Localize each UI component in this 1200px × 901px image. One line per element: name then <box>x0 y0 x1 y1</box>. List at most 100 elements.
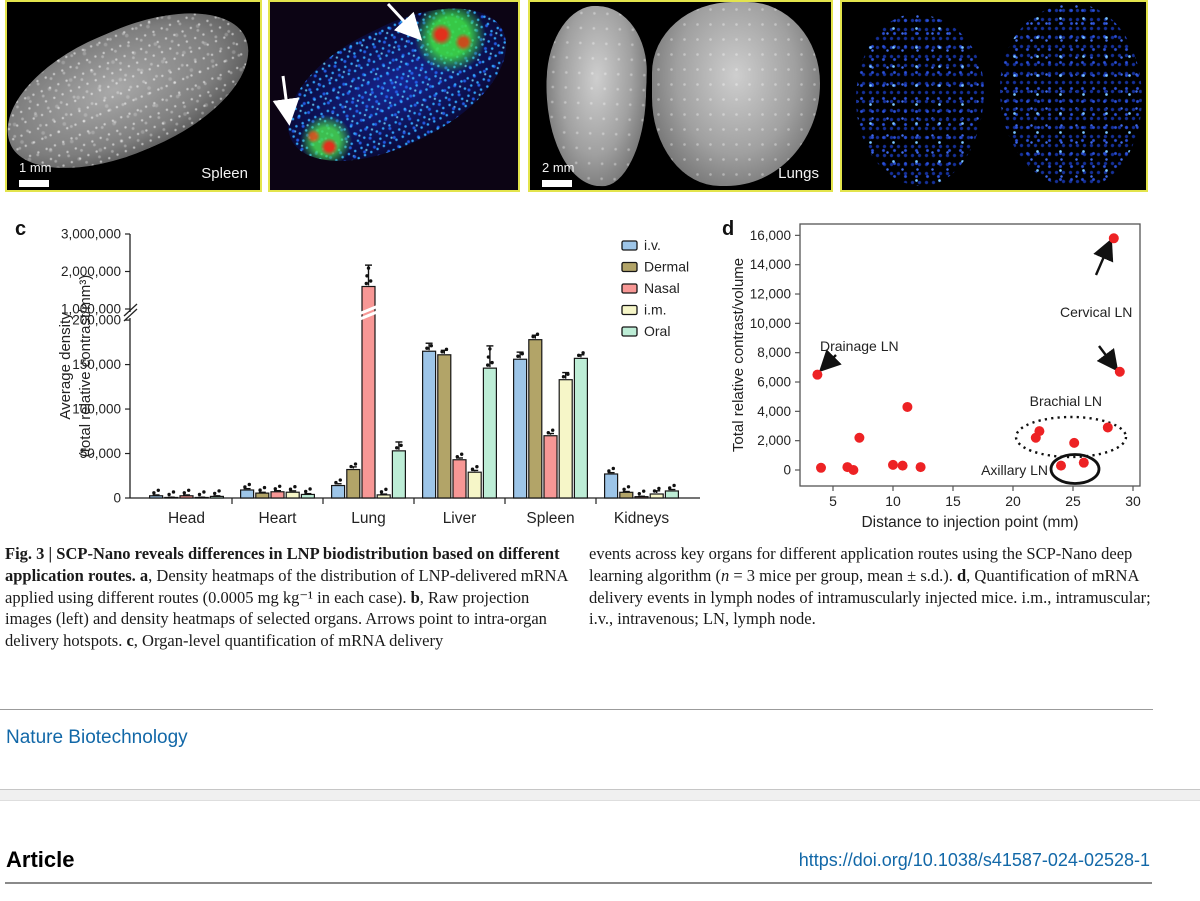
y-tick-label: 14,000 <box>750 257 791 272</box>
x-tick-label: 10 <box>885 493 901 509</box>
bar-Head-i.v. <box>149 495 164 499</box>
scatter-point <box>848 465 859 475</box>
bar-Spleen-Nasal <box>543 435 558 499</box>
x-tick-label: 30 <box>1125 493 1141 509</box>
legend-swatch-i.v. <box>621 240 638 251</box>
caption-left-column: Fig. 3 | SCP-Nano reveals differences in… <box>5 543 571 652</box>
journal-link[interactable]: Nature Biotechnology <box>6 727 188 748</box>
scatter-point <box>902 401 913 412</box>
doi-link[interactable]: https://doi.org/10.1038/s41587-024-02528… <box>798 850 1150 870</box>
x-tick-label: 20 <box>1005 493 1021 509</box>
caption-segment: , Density heatmaps of the distribution o… <box>5 565 568 607</box>
y-axis-title: (total relative contrast/mm³) <box>77 275 94 458</box>
panel-spleen-raw: 1 mm Spleen <box>5 0 262 192</box>
scale-bar <box>542 180 572 187</box>
bar-Liver-i.v. <box>422 350 437 499</box>
y-tick-label: 100,000 <box>72 402 121 417</box>
scatter-point <box>1108 233 1119 244</box>
spleen-panel-label: Spleen <box>201 165 248 182</box>
y-axis-title: Average density <box>57 312 74 420</box>
footer-divider <box>0 709 1153 710</box>
scatter-point <box>1102 422 1113 433</box>
legend-swatch-Oral <box>621 326 638 337</box>
ellipse-brachial-ln <box>1014 415 1128 459</box>
x-tick-label: 15 <box>945 493 961 509</box>
article-rule <box>5 882 1152 884</box>
y-tick-label: 150,000 <box>72 357 121 372</box>
caption-segment: c <box>126 631 134 651</box>
bar-Spleen-i.m. <box>558 379 573 499</box>
y-tick-label: 16,000 <box>750 228 791 243</box>
bar-Kidneys-i.v. <box>603 473 619 499</box>
bar-Kidneys-i.m. <box>649 493 664 499</box>
bar-Liver-i.m. <box>467 471 482 499</box>
legend-label: i.v. <box>644 237 661 253</box>
scatter-point <box>812 369 823 380</box>
panel-d-letter: d <box>722 218 735 240</box>
y-tick-label: 1,000,000 <box>61 302 121 317</box>
bar-Liver-Nasal <box>452 459 467 499</box>
scatter-point <box>1034 426 1045 437</box>
legend-label: Nasal <box>644 280 680 296</box>
scatter-chart-lymph-nodes: 0 2,000 4,000 6,000 8,000 10,000 12,000 14,000 1… <box>730 223 1141 531</box>
y-tick-label: 3,000,000 <box>61 227 121 242</box>
panel-lungs-heatmap <box>840 0 1148 192</box>
scale-bar <box>19 180 49 187</box>
y-tick-label: 4,000 <box>757 404 791 419</box>
annotation-label: Drainage LN <box>820 338 899 354</box>
lung-right-lobe-image <box>652 2 820 186</box>
bar-Head-Oral <box>209 495 224 499</box>
caption-segment: events across key organs for different a… <box>589 544 1133 585</box>
lungs-heatmap-right-image <box>1000 4 1142 188</box>
caption-segment: n <box>720 565 730 585</box>
lungs-heatmap-left-image <box>856 14 984 186</box>
bar-Spleen-Dermal <box>528 339 543 499</box>
legend-label: Oral <box>644 323 670 339</box>
panel-lungs-raw: 2 mm Lungs <box>528 0 833 192</box>
scatter-point <box>1069 437 1080 448</box>
scatter-point <box>1078 457 1089 468</box>
annotation-label: Brachial LN <box>1030 393 1102 409</box>
caption-segment: , Raw projection images (left) and densi… <box>5 587 547 651</box>
x-category-label: Kidneys <box>614 510 669 527</box>
y-tick-label: 200,000 <box>72 313 121 328</box>
caption-segment: Fig. 3 | SCP-Nano reveals differences in… <box>5 544 560 585</box>
scale-bar-label: 1 mm <box>19 160 52 175</box>
caption-segment: a <box>139 565 149 585</box>
caption-segment: b <box>410 587 420 607</box>
article-header: Article <box>6 847 75 872</box>
x-category-label: Head <box>168 510 205 527</box>
scatter-point <box>1114 366 1125 377</box>
caption-right-column: events across key organs for different a… <box>589 543 1159 630</box>
legend-swatch-Dermal <box>621 261 638 273</box>
x-axis-title: Distance to injection point (mm) <box>861 514 1078 531</box>
caption-segment: , Quantification of mRNA delivery events… <box>589 565 1151 629</box>
y-tick-label: 2,000 <box>757 433 791 448</box>
y-tick-label: 6,000 <box>757 375 791 390</box>
bar-Kidneys-Dermal <box>619 491 634 499</box>
bar-Lung-i.m. <box>376 494 391 499</box>
x-category-label: Spleen <box>526 510 574 527</box>
legend-label: i.m. <box>644 302 667 318</box>
scatter-point <box>816 462 826 473</box>
bar-Lung-Nasal <box>361 285 376 499</box>
scatter-point <box>888 459 898 470</box>
scale-bar-label: 2 mm <box>542 160 575 175</box>
hotspot-arrows <box>272 2 423 126</box>
y-tick-label: 50,000 <box>80 446 121 461</box>
bar-Heart-Oral <box>300 493 315 499</box>
bar-Heart-i.m. <box>285 491 300 499</box>
x-category-label: Lung <box>351 510 385 527</box>
bar-Head-Nasal <box>179 495 194 499</box>
x-tick-label: 5 <box>829 493 837 509</box>
bar-Heart-Nasal <box>270 491 285 499</box>
scatter-point <box>897 460 908 471</box>
legend-swatch-i.m. <box>621 304 638 316</box>
bar-Lung-i.v. <box>331 484 346 499</box>
y-tick-label: 8,000 <box>757 345 791 360</box>
bar-Spleen-i.v. <box>512 358 528 499</box>
x-tick-label: 25 <box>1065 493 1081 509</box>
y-tick-label: 0 <box>113 491 121 506</box>
